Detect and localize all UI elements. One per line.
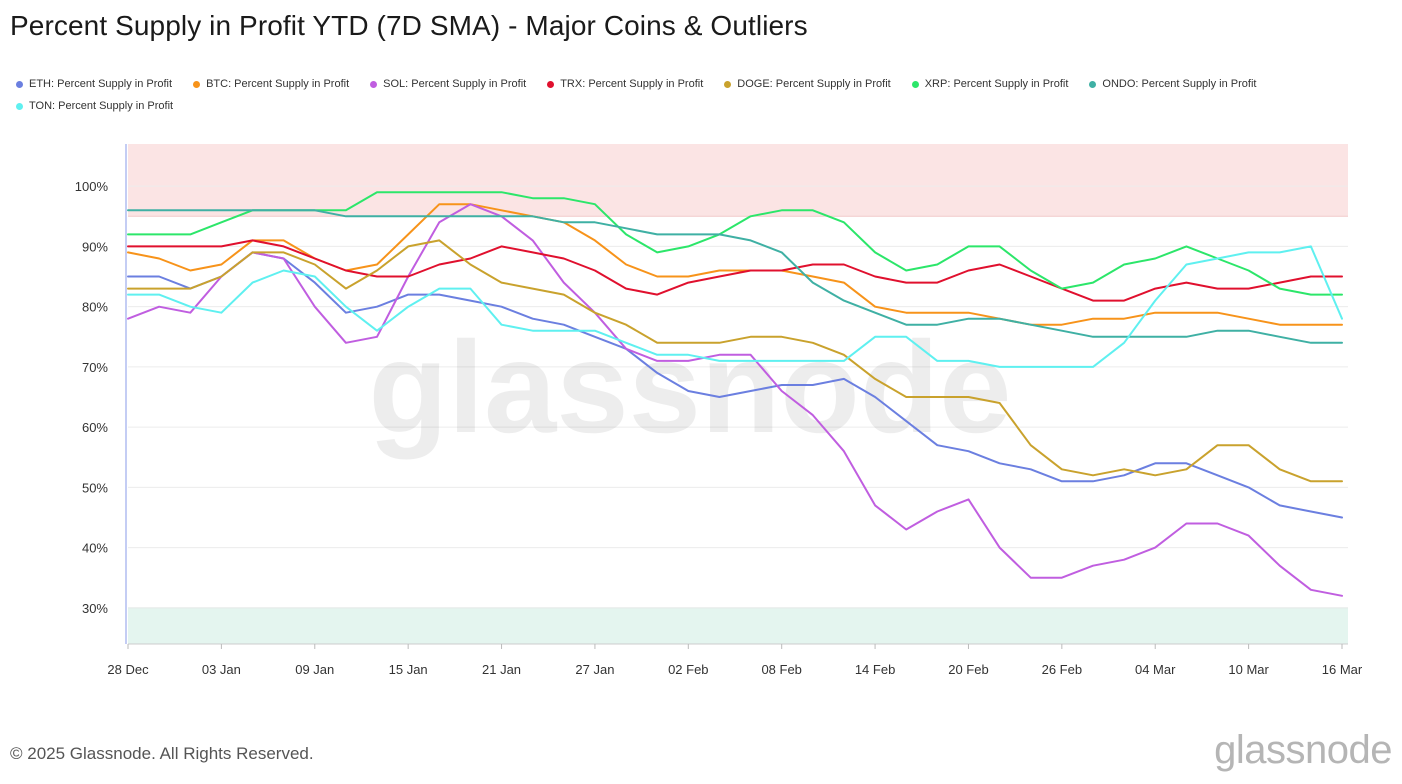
y-tick-label: 90%: [82, 239, 108, 254]
series-line-ondo: [127, 209, 1343, 344]
x-tick-label: 28 Dec: [107, 662, 149, 677]
x-tick-label: 04 Mar: [1135, 662, 1176, 677]
legend-item[interactable]: ETH: Percent Supply in Profit: [16, 76, 172, 92]
legend-item[interactable]: BTC: Percent Supply in Profit: [193, 76, 349, 92]
legend-label: ETH: Percent Supply in Profit: [29, 78, 173, 90]
legend-label: ONDO: Percent Supply in Profit: [1102, 78, 1257, 90]
legend-dot-icon: [547, 80, 555, 88]
x-tick-label: 26 Feb: [1042, 662, 1082, 677]
x-tick-label: 10 Mar: [1228, 662, 1269, 677]
legend-dot-icon: [1089, 80, 1097, 88]
y-tick-label: 70%: [82, 360, 108, 375]
y-tick-label: 60%: [82, 420, 108, 435]
y-tick-label: 80%: [82, 300, 108, 315]
legend-label: SOL: Percent Supply in Profit: [383, 78, 527, 90]
legend-dot-icon: [370, 80, 378, 88]
legend-label: TON: Percent Supply in Profit: [29, 100, 174, 112]
y-tick-label: 40%: [82, 541, 108, 556]
series-line-ton: [127, 245, 1343, 368]
x-tick-label: 27 Jan: [575, 662, 614, 677]
legend-dot-icon: [911, 80, 919, 88]
series-line-trx: [127, 239, 1343, 302]
x-tick-label: 16 Mar: [1322, 662, 1363, 677]
legend-item[interactable]: TRX: Percent Supply in Profit: [547, 76, 703, 92]
legend-item[interactable]: ONDO: Percent Supply in Profit: [1089, 76, 1256, 92]
x-tick-label: 08 Feb: [761, 662, 801, 677]
legend-label: TRX: Percent Supply in Profit: [560, 78, 704, 90]
series-line-sol: [127, 203, 1343, 597]
low-profit-band: [128, 607, 1348, 644]
legend-dot-icon: [16, 80, 23, 88]
series-line-xrp: [127, 191, 1343, 296]
x-tick-label: 21 Jan: [482, 662, 521, 677]
series-line-eth: [127, 251, 1343, 519]
x-tick-label: 14 Feb: [855, 662, 895, 677]
y-tick-label: 50%: [82, 480, 108, 495]
y-tick-label: 30%: [82, 601, 108, 616]
y-tick-label: 100%: [75, 179, 109, 194]
legend-dot-icon: [193, 80, 201, 88]
x-tick-label: 15 Jan: [389, 662, 428, 677]
legend-item[interactable]: SOL: Percent Supply in Profit: [370, 76, 526, 92]
brand-logo: glassnode: [1214, 728, 1392, 772]
chart-title: Percent Supply in Profit YTD (7D SMA) - …: [10, 10, 808, 41]
legend-item[interactable]: DOGE: Percent Supply in Profit: [724, 76, 891, 92]
legend-item[interactable]: TON: Percent Supply in Profit: [16, 98, 173, 114]
high-profit-band: [128, 144, 1348, 217]
series-line-doge: [127, 239, 1343, 483]
x-tick-label: 09 Jan: [295, 662, 334, 677]
copyright-footer: © 2025 Glassnode. All Rights Reserved.: [10, 744, 314, 763]
legend-item[interactable]: XRP: Percent Supply in Profit: [911, 76, 1069, 92]
x-tick-label: 20 Feb: [948, 662, 988, 677]
legend-label: BTC: Percent Supply in Profit: [206, 78, 350, 90]
x-tick-label: 03 Jan: [202, 662, 241, 677]
x-tick-label: 02 Feb: [668, 662, 708, 677]
legend-label: XRP: Percent Supply in Profit: [924, 78, 1069, 90]
legend-label: DOGE: Percent Supply in Profit: [737, 78, 891, 90]
legend: ETH: Percent Supply in Profit BTC: Percen…: [16, 76, 1316, 114]
legend-dot-icon: [724, 80, 732, 88]
watermark: glassnode: [369, 314, 1012, 460]
legend-dot-icon: [16, 102, 23, 110]
